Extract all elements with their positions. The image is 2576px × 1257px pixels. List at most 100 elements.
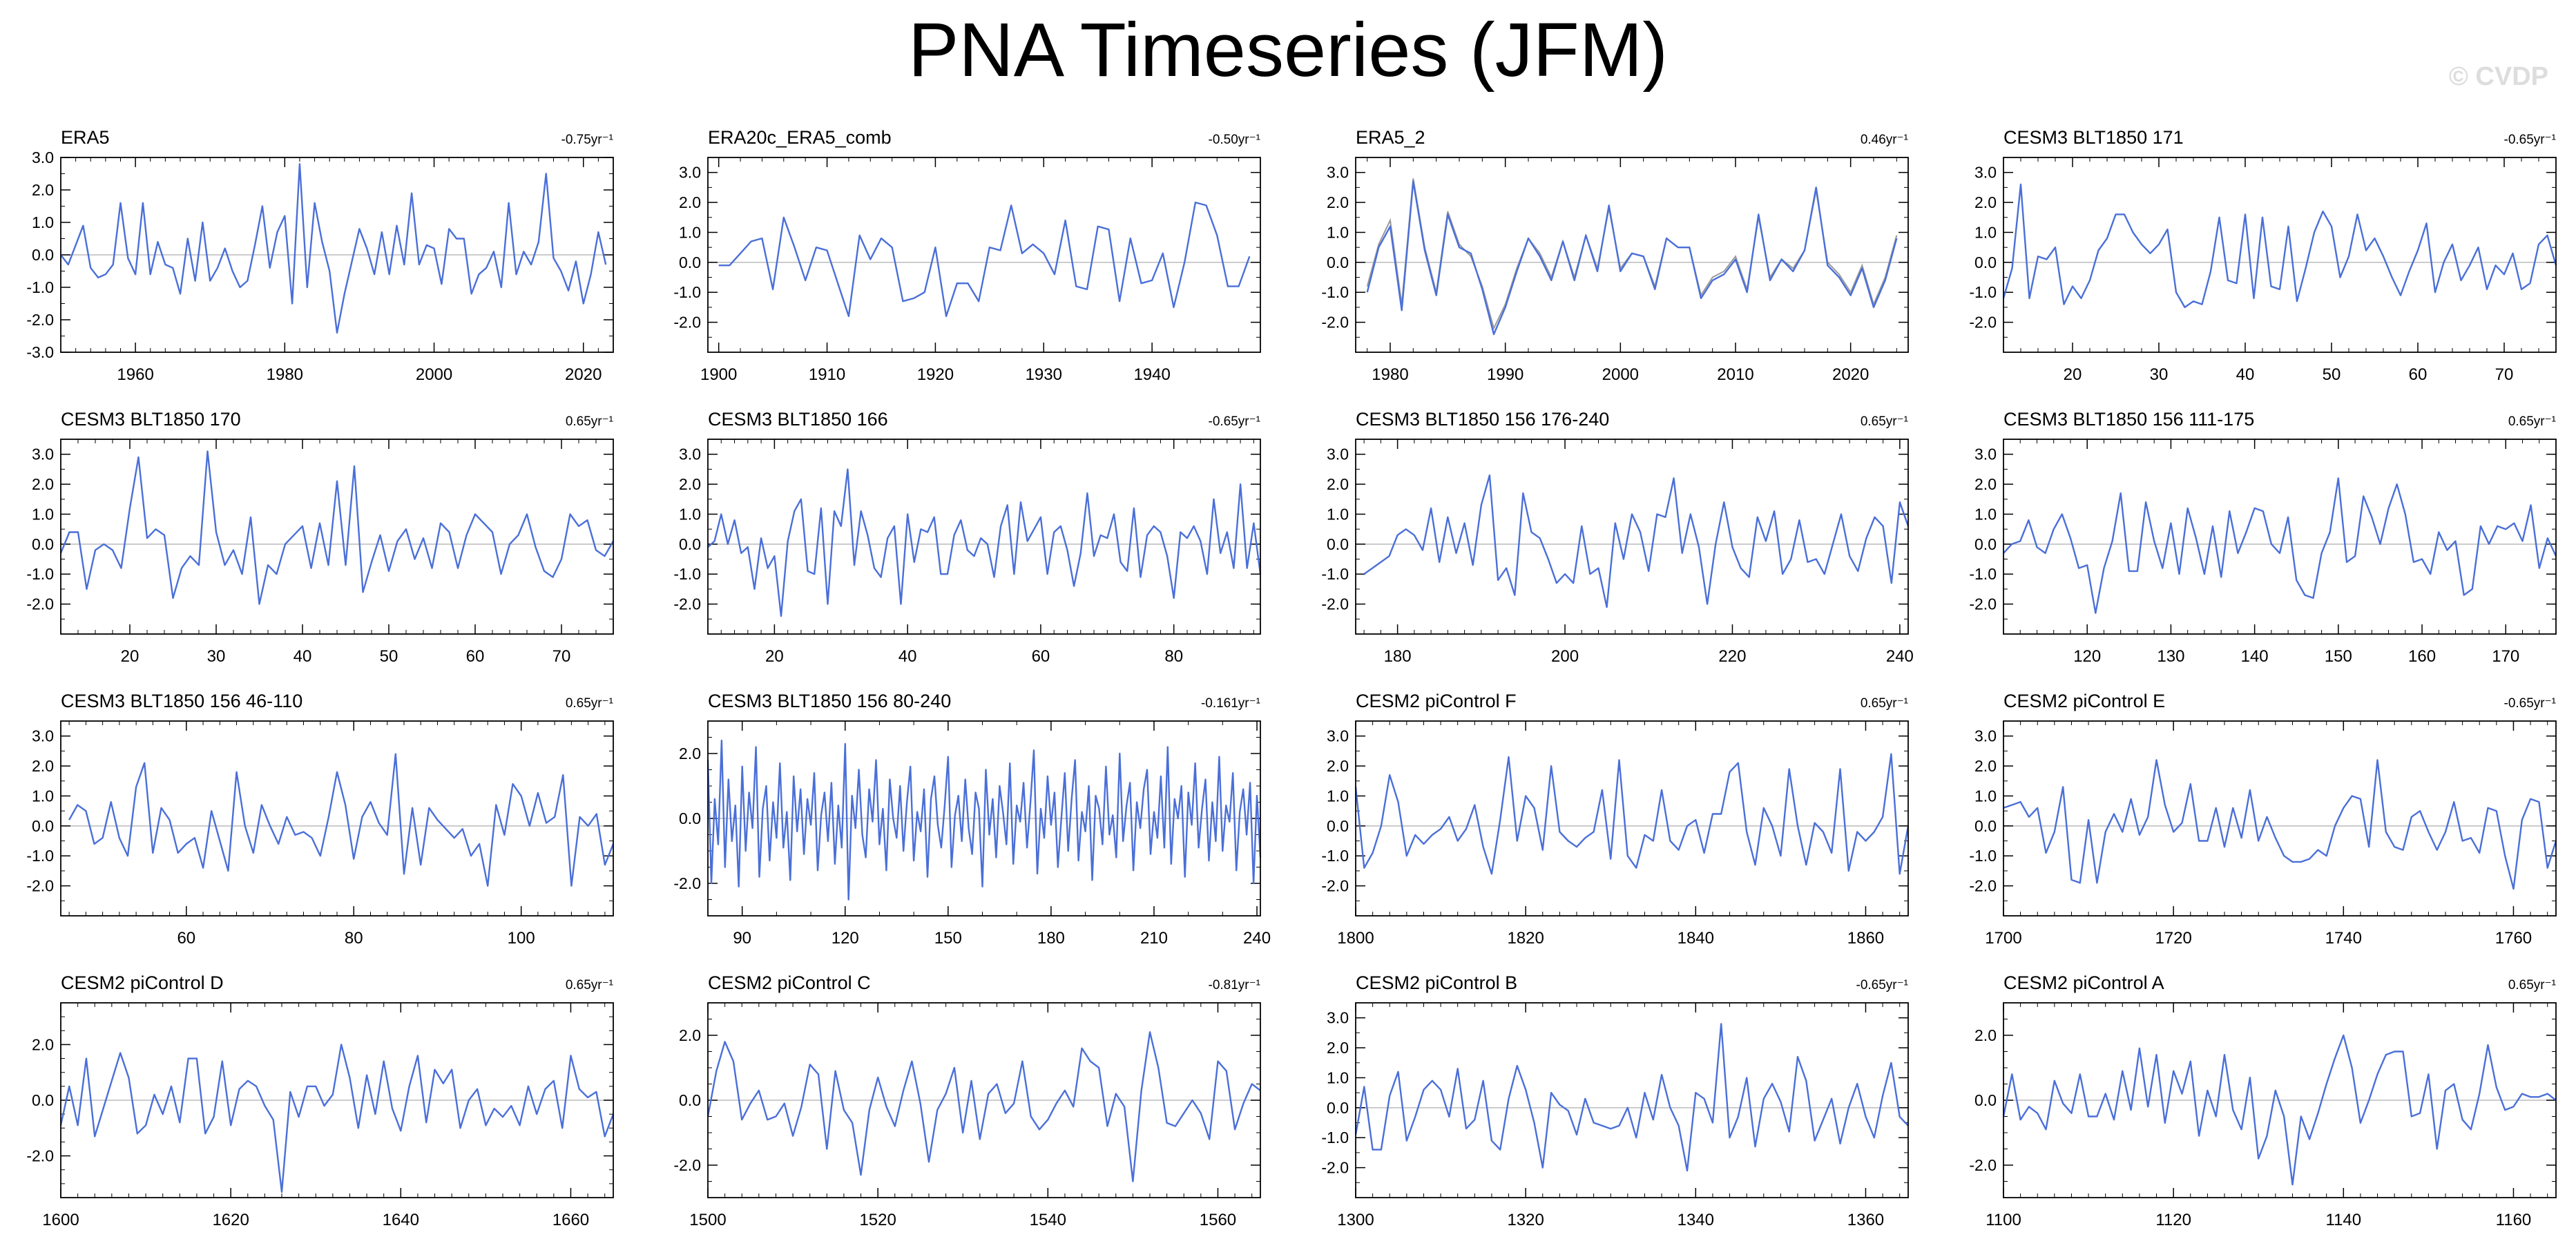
y-tick-label: 0.0 (32, 535, 54, 553)
x-tick-label: 1300 (1337, 1211, 1374, 1229)
panel-title: CESM3 BLT1850 156 111-175 (2003, 409, 2254, 430)
panel-16: CESM2 piControl A 0.65yr⁻¹ 1100 1120 1140 116… (1969, 972, 2557, 1229)
trend-label: 0.65yr⁻¹ (566, 978, 613, 992)
panel-4: CESM3 BLT1850 171 -0.65yr⁻¹ 20 30 40 50 60 70 -2… (1969, 127, 2557, 384)
y-tick-label: -1.0 (26, 278, 54, 296)
y-tick-label: 3.0 (1974, 445, 1997, 463)
x-tick-label: 100 (508, 929, 535, 948)
x-tick-label: 120 (832, 929, 859, 948)
series-line (2002, 1034, 2557, 1186)
y-tick-label: -1.0 (1969, 565, 1997, 583)
series-line (68, 753, 615, 887)
series-line (2003, 477, 2557, 614)
x-tick-label: 1160 (2496, 1211, 2532, 1229)
panel-9: CESM3 BLT1850 156 46-110 0.65yr⁻¹ 60 80 100 -… (26, 691, 615, 948)
x-tick-label: 90 (733, 929, 751, 948)
panel-title: CESM2 piControl A (2003, 972, 2164, 993)
y-tick-label: 2.0 (679, 1026, 701, 1044)
y-tick-label: -2.0 (1321, 314, 1349, 332)
x-tick-label: 60 (466, 647, 485, 666)
panel-3: ERA5_2 0.46yr⁻¹ 1980 1990 2000 2010 2020 -2.0 -1… (1321, 127, 1909, 384)
series-line (1363, 474, 1910, 608)
y-tick-label: -1.0 (1321, 847, 1349, 865)
y-tick-label: -1.0 (1321, 283, 1349, 301)
y-tick-label: 1.0 (32, 787, 54, 805)
x-tick-label: 200 (1551, 647, 1579, 666)
plot-frame (707, 720, 1261, 917)
panel-13: CESM2 piControl D 0.65yr⁻¹ 1600 1620 1640 166… (26, 972, 615, 1229)
y-tick-label: 0.0 (679, 535, 701, 553)
plot-frame (2003, 720, 2557, 917)
x-tick-label: 1360 (1847, 1211, 1884, 1229)
x-tick-label: 50 (2323, 365, 2341, 384)
panel-title: ERA5_2 (1356, 127, 1425, 148)
panel-title: CESM2 piControl B (1356, 972, 1517, 993)
plot-frame (2003, 439, 2557, 635)
x-tick-label: 140 (2241, 647, 2269, 666)
y-tick-label: 0.0 (1974, 253, 1997, 271)
x-tick-label: 2000 (416, 365, 452, 384)
x-tick-label: 80 (345, 929, 363, 948)
plot-frame (1355, 157, 1909, 353)
series-line (707, 468, 1262, 617)
y-tick-label: -2.0 (1969, 595, 1997, 613)
x-tick-label: 2000 (1602, 365, 1639, 384)
x-tick-label: 20 (2064, 365, 2082, 384)
y-tick-label: 1.0 (1974, 505, 1997, 523)
series-line (60, 163, 607, 334)
trend-label: 0.46yr⁻¹ (1861, 133, 1908, 147)
x-tick-label: 1930 (1026, 365, 1062, 384)
y-tick-label: -2.0 (1321, 595, 1349, 613)
y-tick-label: -1.0 (673, 565, 701, 583)
y-tick-label: 3.0 (679, 164, 701, 182)
x-tick-label: 1760 (2495, 929, 2532, 948)
panel-8: CESM3 BLT1850 156 111-175 0.65yr⁻¹ 120 130 1… (1969, 409, 2557, 666)
trend-label: 0.65yr⁻¹ (2508, 978, 2556, 992)
y-tick-label: 2.0 (32, 757, 54, 775)
x-tick-label: 150 (934, 929, 962, 948)
plot-frame (2003, 157, 2557, 353)
y-tick-label: -2.0 (1969, 1156, 1997, 1174)
y-tick-label: 3.0 (32, 727, 54, 745)
y-tick-label: 1.0 (1974, 223, 1997, 241)
x-tick-label: 150 (2325, 647, 2352, 666)
x-tick-label: 30 (207, 647, 226, 666)
x-tick-label: 1500 (689, 1211, 726, 1229)
trend-label: 0.65yr⁻¹ (2508, 414, 2556, 429)
x-tick-label: 160 (2408, 647, 2436, 666)
x-tick-label: 20 (765, 647, 784, 666)
y-tick-label: 1.0 (1327, 1068, 1349, 1086)
series-line (707, 1031, 1261, 1182)
panel-10: CESM3 BLT1850 156 80-240 -0.161yr⁻¹ 90 120 1… (673, 691, 1271, 948)
panel-title: CESM3 BLT1850 156 46-110 (61, 691, 302, 711)
y-tick-label: 1.0 (679, 223, 701, 241)
y-tick-label: 2.0 (1974, 757, 1997, 775)
y-tick-label: 0.0 (1974, 817, 1997, 835)
trend-label: -0.161yr⁻¹ (1201, 696, 1260, 711)
y-tick-label: 0.0 (32, 817, 54, 835)
y-tick-label: 0.0 (1327, 253, 1349, 271)
plot-frame (2003, 1002, 2557, 1198)
y-tick-label: -2.0 (673, 595, 701, 613)
y-tick-label: 3.0 (1974, 727, 1997, 745)
panel-2: ERA20c_ERA5_comb -0.50yr⁻¹ 1900 1910 1920 193… (673, 127, 1261, 384)
trend-label: -0.50yr⁻¹ (1209, 133, 1261, 147)
series-line (1366, 180, 1898, 336)
x-tick-label: 1800 (1337, 929, 1374, 948)
y-tick-label: 1.0 (1974, 787, 1997, 805)
y-tick-label: -3.0 (26, 343, 54, 361)
y-tick-label: 0.0 (1974, 535, 1997, 553)
y-tick-label: 1.0 (1327, 505, 1349, 523)
x-tick-label: 180 (1037, 929, 1065, 948)
y-tick-label: 0.0 (679, 809, 701, 827)
y-tick-label: 2.0 (1327, 1039, 1349, 1057)
panel-14: CESM2 piControl C -0.81yr⁻¹ 1500 1520 1540 15… (673, 972, 1261, 1229)
y-tick-label: 1.0 (32, 505, 54, 523)
panel-12: CESM2 piControl E -0.65yr⁻¹ 1700 1720 1740 17… (1969, 691, 2557, 948)
x-tick-label: 170 (2492, 647, 2519, 666)
x-tick-label: 40 (898, 647, 917, 666)
x-tick-label: 2020 (565, 365, 602, 384)
x-tick-label: 1340 (1678, 1211, 1714, 1229)
page-title: PNA Timeseries (JFM) (907, 8, 1669, 93)
